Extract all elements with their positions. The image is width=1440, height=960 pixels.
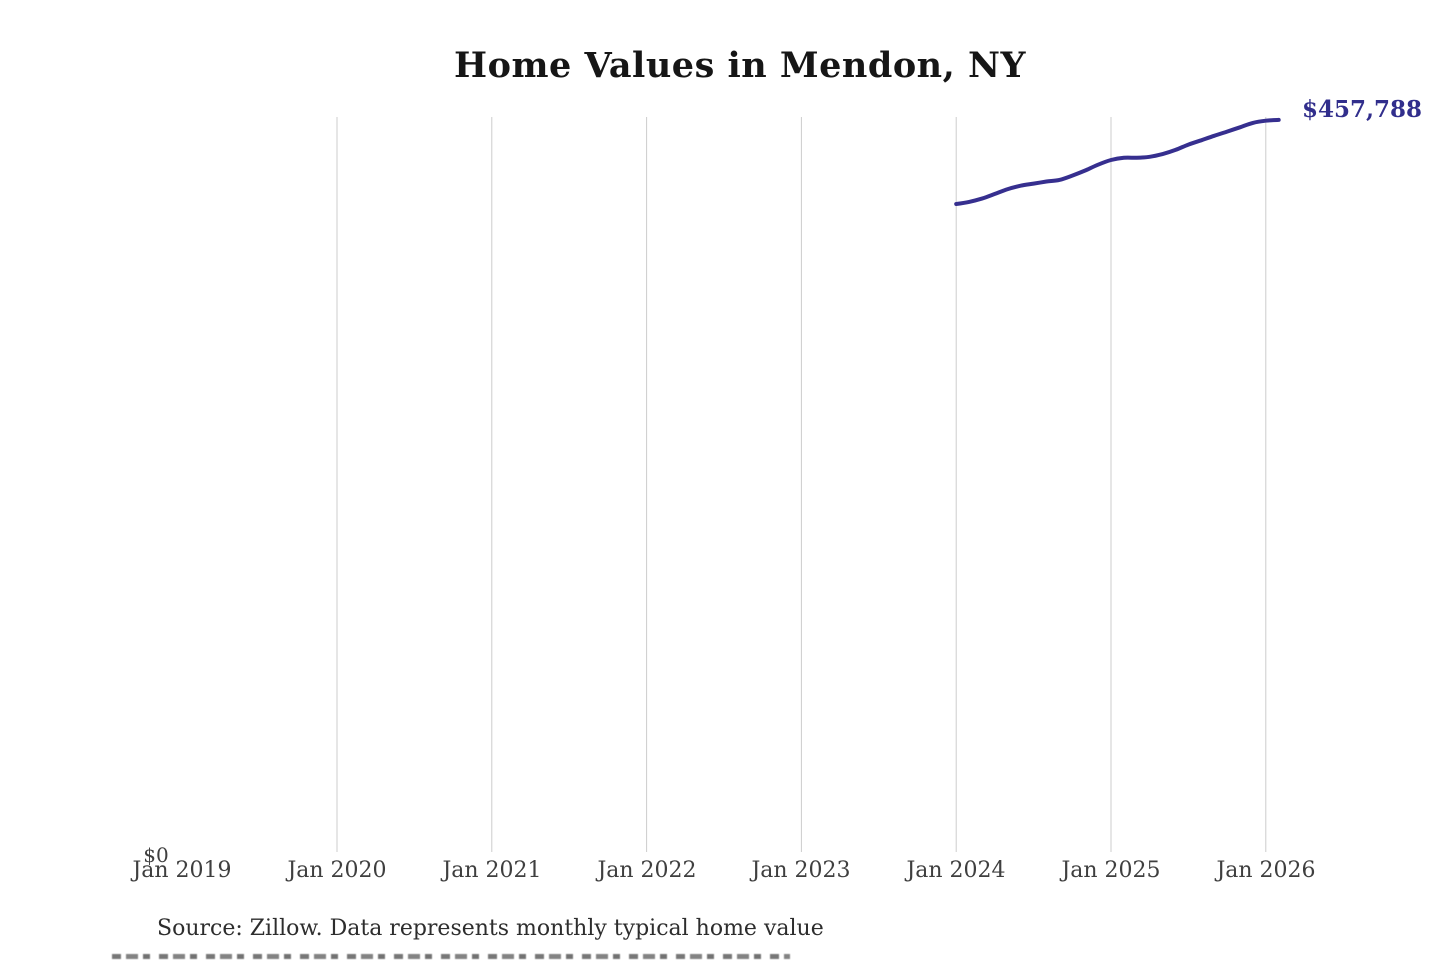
x-tick-label-2024: Jan 2024: [906, 858, 1006, 883]
home-value-line: [954, 117, 1281, 206]
x-tick-label-2020: Jan 2020: [287, 858, 387, 883]
source-attribution: Source: Zillow. Data represents monthly …: [157, 916, 824, 941]
clipped-bottom-text-fragment: [112, 954, 790, 959]
y-axis-zero-label: $0: [143, 843, 169, 867]
x-tick-label-2019: Jan 2019: [132, 858, 232, 883]
x-tick-label-2021: Jan 2021: [442, 858, 542, 883]
x-tick-label-2023: Jan 2023: [751, 858, 851, 883]
latest-value-label: $457,788: [1302, 96, 1423, 123]
vertical-gridlines: [336, 117, 1267, 852]
x-tick-label-2025: Jan 2025: [1061, 858, 1161, 883]
chart-title: Home Values in Mendon, NY: [454, 45, 1026, 86]
x-tick-label-2022: Jan 2022: [597, 858, 697, 883]
x-tick-label-2026: Jan 2026: [1216, 858, 1316, 883]
